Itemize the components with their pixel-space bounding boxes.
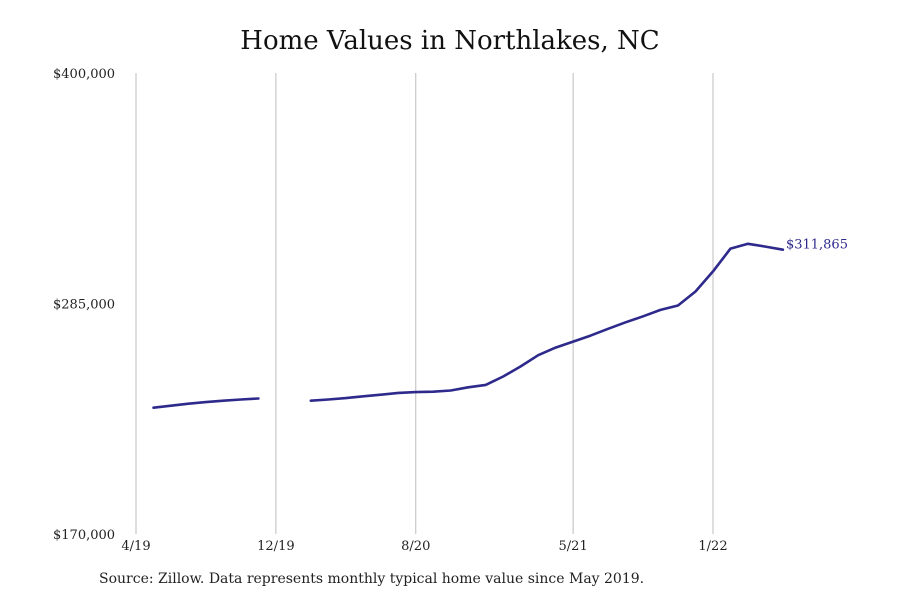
x-tick-label: 5/21: [559, 539, 588, 554]
series-layer: [152, 242, 785, 410]
x-tick-label: 1/22: [698, 539, 727, 554]
x-tick-label: 4/19: [121, 539, 150, 554]
x-tick-label: 8/20: [401, 539, 430, 554]
series-line-segment-0: [152, 397, 260, 410]
series-line-segment-1: [309, 242, 785, 403]
end-value-label: $311,865: [786, 238, 848, 253]
source-note: Source: Zillow. Data represents monthly …: [99, 571, 645, 587]
y-tick-label: $400,000: [53, 67, 115, 82]
x-tick-labels: 4/19 12/19 8/20 5/21 1/22: [121, 539, 727, 554]
grid-lines: [135, 73, 714, 534]
chart-title: Home Values in Northlakes, NC: [240, 26, 660, 56]
y-tick-labels: $170,000 $285,000 $400,000: [53, 67, 115, 543]
x-tick-label: 12/19: [257, 539, 294, 554]
y-tick-label: $285,000: [53, 298, 115, 313]
y-tick-label: $170,000: [53, 528, 115, 543]
